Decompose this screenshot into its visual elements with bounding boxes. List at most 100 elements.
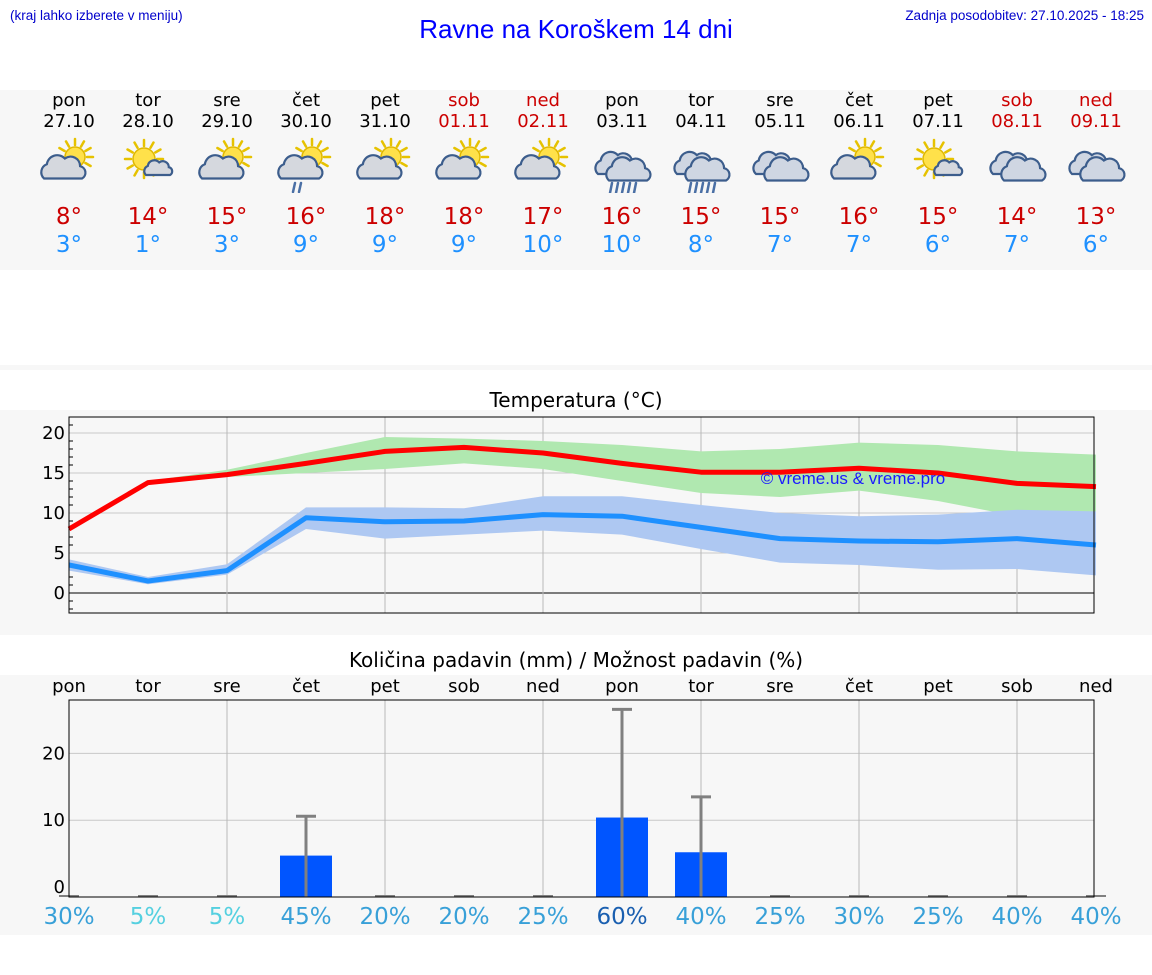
separator — [0, 365, 1152, 370]
precipitation-weekday-label: sre — [213, 676, 241, 697]
precipitation-y-tick: 0 — [54, 877, 65, 898]
precipitation-probability: 30% — [833, 904, 885, 930]
day-date: 09.11 — [1070, 111, 1122, 132]
day-date: 04.11 — [675, 111, 727, 132]
temperature-plot-frame — [68, 416, 1095, 614]
temp-max: 16° — [838, 204, 880, 230]
forecast-day: čet 30.10 16° 9° — [266, 90, 346, 259]
temp-min: 9° — [371, 232, 399, 258]
precipitation-probability: 25% — [912, 904, 964, 930]
temp-max: 14° — [127, 204, 169, 230]
temp-min: 10° — [601, 232, 643, 258]
min-temperature-line — [68, 512, 1097, 584]
forecast-day: ned 09.11 13° 6° — [1056, 90, 1136, 259]
temp-min: 1° — [134, 232, 162, 258]
temp-max: 17° — [522, 204, 564, 230]
day-name: pon — [52, 90, 86, 111]
forecast-day: sob 01.11 18° 9° — [424, 90, 504, 259]
forecast-day: ned 02.11 17° 10° — [503, 90, 583, 259]
precipitation-probability: 5% — [208, 904, 246, 930]
temp-min: 10° — [522, 232, 564, 258]
forecast-panel — [0, 90, 1152, 270]
day-name: tor — [688, 90, 714, 111]
precipitation-y-tick: 20 — [42, 743, 65, 764]
temperature-y-tick: 20 — [42, 423, 65, 444]
day-name: sob — [1001, 90, 1033, 111]
precipitation-probability: 60% — [596, 904, 648, 930]
temp-min: 7° — [845, 232, 873, 258]
day-name: sob — [448, 90, 480, 111]
partly-cloudy-icon — [514, 137, 569, 180]
mostly-sunny-icon — [913, 138, 964, 180]
day-date: 01.11 — [438, 111, 490, 132]
precipitation-weekday-label: tor — [135, 676, 161, 697]
day-name: pon — [605, 90, 639, 111]
precipitation-probability: 25% — [754, 904, 806, 930]
precipitation-weekday-label: čet — [291, 676, 321, 697]
day-date: 29.10 — [201, 111, 253, 132]
forecast-day: tor 28.10 14° 1° — [108, 90, 188, 259]
precipitation-weekday-label: tor — [688, 676, 714, 697]
temp-max: 18° — [443, 204, 485, 230]
precipitation-probability: 40% — [1070, 904, 1122, 930]
partly-cloudy-icon — [435, 137, 490, 180]
day-name: čet — [844, 90, 874, 111]
temperature-y-tick: 15 — [42, 463, 65, 484]
temp-min: 3° — [55, 232, 83, 258]
precipitation-probability: 45% — [280, 904, 332, 930]
partly-cloudy-icon — [830, 137, 885, 180]
day-name: sre — [213, 90, 241, 111]
precipitation-weekday-label: čet — [844, 676, 874, 697]
last-updated: Zadnja posodobitev: 27.10.2025 - 18:25 — [905, 8, 1144, 23]
temp-min: 6° — [1082, 232, 1110, 258]
day-name: tor — [135, 90, 161, 111]
day-date: 02.11 — [517, 111, 569, 132]
precipitation-weekday-label: sob — [448, 676, 480, 697]
day-date: 06.11 — [833, 111, 885, 132]
temp-min: 9° — [292, 232, 320, 258]
precipitation-probability: 20% — [359, 904, 411, 930]
precipitation-weekday-label: sre — [766, 676, 794, 697]
location-hint: (kraj lahko izberete v meniju) — [10, 8, 183, 23]
day-date: 31.10 — [359, 111, 411, 132]
cloudy-rain-icon — [594, 150, 652, 193]
page-title: Ravne na Koroškem 14 dni — [419, 14, 733, 44]
temp-min: 3° — [213, 232, 241, 258]
forecast-day: tor 04.11 15° 8° — [661, 90, 741, 259]
cloudy-icon — [989, 150, 1047, 182]
precipitation-probability: 20% — [438, 904, 490, 930]
precipitation-probability: 30% — [43, 904, 95, 930]
day-name: sre — [766, 90, 794, 111]
day-date: 30.10 — [280, 111, 332, 132]
precipitation-weekday-label: sob — [1001, 676, 1033, 697]
temperature-y-tick: 5 — [54, 543, 65, 564]
temp-max: 16° — [285, 204, 327, 230]
precipitation-weekday-label: ned — [526, 676, 560, 697]
day-name: čet — [291, 90, 321, 111]
temp-min: 7° — [766, 232, 794, 258]
precipitation-probability: 40% — [991, 904, 1043, 930]
day-date: 08.11 — [991, 111, 1043, 132]
day-name: ned — [526, 90, 560, 111]
precipitation-weekday-label: pet — [370, 676, 400, 697]
forecast-day: sob 08.11 14° 7° — [977, 90, 1057, 259]
temp-min: 8° — [687, 232, 715, 258]
temp-max: 16° — [601, 204, 643, 230]
precipitation-probability: 40% — [675, 904, 727, 930]
precipitation-y-tick: 10 — [42, 810, 65, 831]
day-name: ned — [1079, 90, 1113, 111]
forecast-day: pet 31.10 18° 9° — [345, 90, 425, 259]
partly-cloudy-shower-icon — [277, 137, 332, 193]
cloudy-icon — [1068, 150, 1126, 182]
partly-cloudy-icon — [356, 137, 411, 180]
cloudy-icon — [752, 150, 810, 182]
temp-max: 15° — [917, 204, 959, 230]
forecast-day: sre 29.10 15° 3° — [187, 90, 267, 259]
temp-max: 8° — [55, 204, 83, 230]
precipitation-weekday-label: pon — [605, 676, 639, 697]
precipitation-weekday-label: ned — [1079, 676, 1113, 697]
watermark: © vreme.us & vreme.pro — [761, 469, 945, 488]
temp-max: 13° — [1075, 204, 1117, 230]
cloudy-rain-icon — [673, 150, 731, 193]
